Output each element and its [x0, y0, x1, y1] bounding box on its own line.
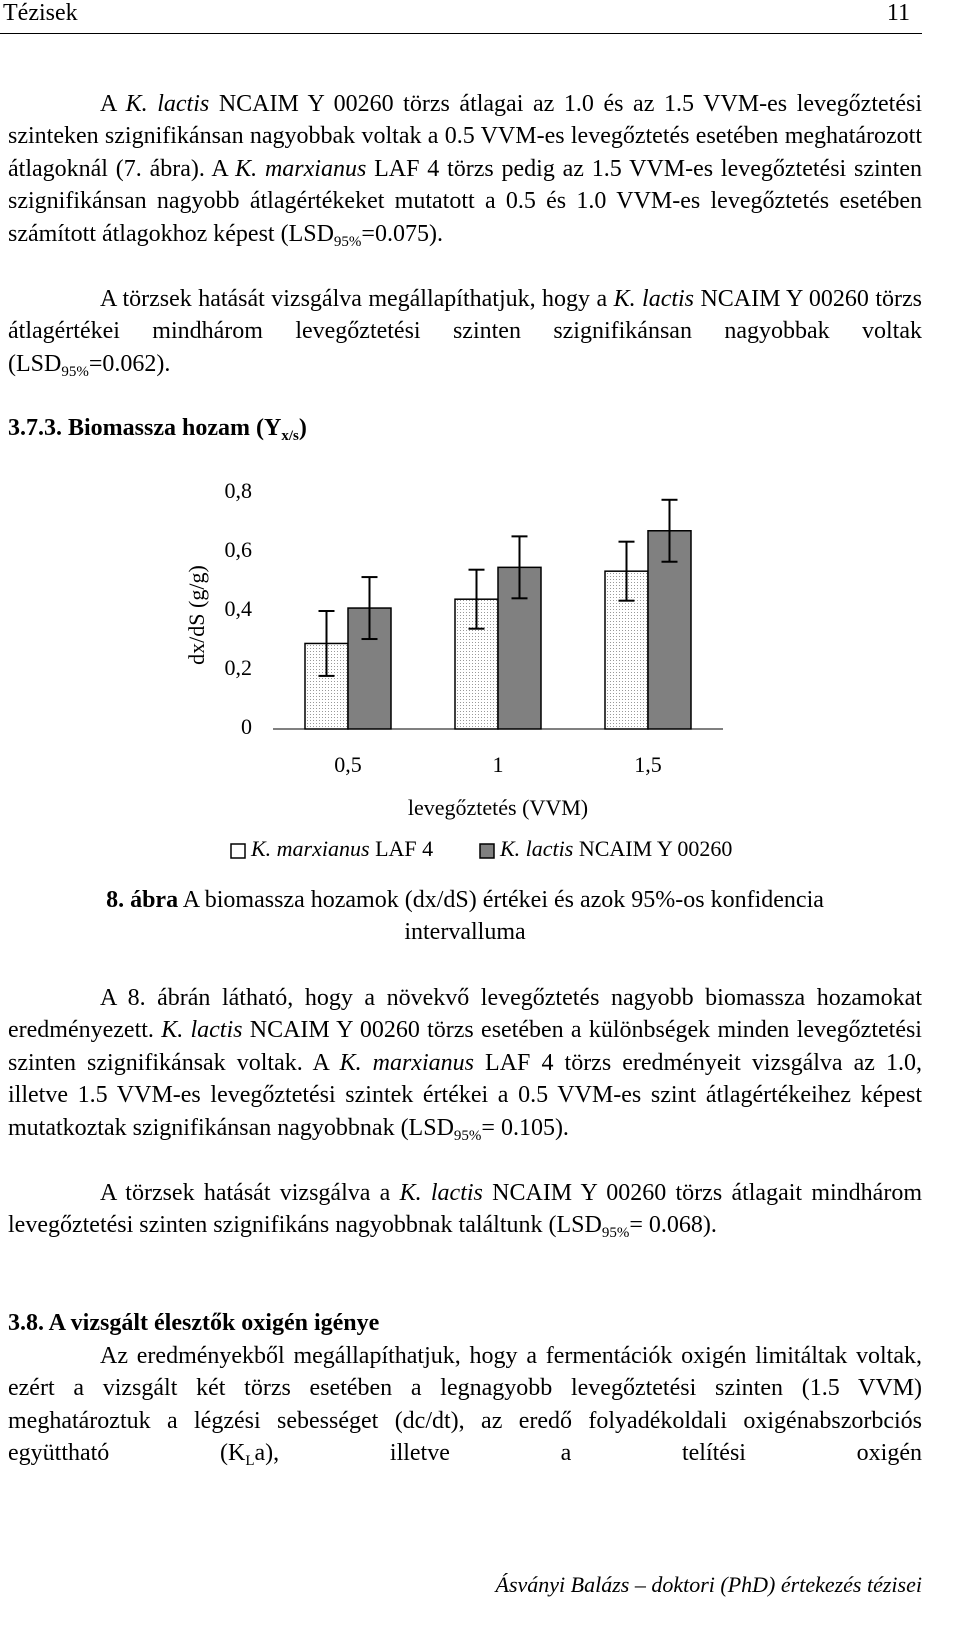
chart: levegőztetés (VVM) dx/dS (g/g) 0 0,2 0,4 0,…	[184, 478, 732, 861]
text-run: A	[100, 91, 126, 117]
error-bar	[618, 540, 635, 602]
paragraph: A K. lactis NCAIM Y 00260 törzs átlagai …	[8, 88, 922, 250]
x-tick-label: 1	[493, 752, 504, 777]
y-tick-label: 0,4	[225, 596, 253, 621]
legend-label: K. lactis NCAIM Y 00260	[499, 836, 732, 861]
legend-label: K. marxianus LAF 4	[250, 836, 433, 861]
text-run: L	[245, 1453, 255, 1470]
text-run: A biomassza hozamok (dx/dS) értékei és a…	[178, 887, 824, 946]
error-bar	[468, 568, 485, 630]
text-run: 95%	[61, 363, 89, 380]
text-run: 95%	[453, 1127, 482, 1144]
section-heading: 3.7.3. Biomassza hozam (Yx/s)	[8, 412, 922, 444]
text-run: 95%	[333, 233, 362, 250]
text-run: = 0.068).	[629, 1212, 717, 1239]
x-tick-label: 1,5	[634, 752, 662, 777]
error-bar	[318, 610, 335, 677]
y-tick-label: 0,8	[225, 478, 253, 503]
page-footer: Ásványi Balázs – doktori (PhD) értekezés…	[495, 1572, 922, 1597]
text-run: K. lactis	[125, 91, 210, 117]
page-number: 11	[886, 0, 910, 26]
text-run: K. lactis	[161, 1017, 243, 1044]
text-run: Az eredményekből megállapíthatjuk, hogy …	[8, 1343, 922, 1467]
text-run: A törzsek hatását vizsgálva megállapítha…	[100, 286, 614, 312]
paragraph: A törzsek hatását vizsgálva a K. lactis …	[8, 1177, 922, 1242]
text-run: LAF 4 törzs eredményeit vizsgálva az 1.0…	[8, 1049, 922, 1141]
text-run: 8. ábra	[106, 887, 179, 913]
text-run: K. lactis	[613, 286, 695, 312]
text-run: K. marxianus	[339, 1049, 474, 1076]
page-header: Tézisek 11	[0, 0, 922, 34]
text-run: = 0.105).	[481, 1114, 569, 1141]
text-run: A 8. ábrán látható, hogy a növekvő leveg…	[8, 985, 922, 1044]
paragraph: A törzsek hatását vizsgálva megállapítha…	[8, 283, 922, 380]
text-run: )	[298, 415, 307, 441]
section-heading: 3.8. A vizsgált élesztők oxigén igénye	[8, 1307, 922, 1339]
text-run: =0.075).	[361, 220, 443, 247]
text-run: A törzsek hatását vizsgálva a	[100, 1180, 400, 1206]
legend-swatch	[479, 843, 495, 859]
legend-swatch	[230, 843, 246, 859]
text-run: x/s	[281, 428, 299, 444]
text-run: 3.8. A vizsgált élesztők oxigén igénye	[8, 1310, 380, 1336]
text-run: K. marxianus	[235, 155, 367, 182]
text-run: NCAIM Y 00260 törzs átlagai az 1.0 és az…	[8, 91, 922, 182]
y-tick-label: 0	[241, 714, 252, 739]
bar	[647, 530, 692, 730]
paragraph: Az eredményekből megállapíthatjuk, hogy …	[8, 1340, 922, 1470]
figure-caption: 8. ábra A biomassza hozamok (dx/dS) érté…	[8, 884, 922, 949]
text-run: 3.7.3. Biomassza hozam (Y	[8, 415, 282, 441]
text-run: LAF 4 törzs pedig az 1.5 VVM-es levegőzt…	[8, 155, 922, 247]
y-tick-label: 0,6	[225, 537, 253, 562]
text-run: a), illetve a telítési oxigén	[254, 1440, 922, 1467]
error-bar	[661, 498, 678, 563]
text-run: NCAIM Y 00260 törzs esetében a különbség…	[8, 1017, 922, 1076]
text-run: K. lactis	[399, 1180, 483, 1206]
y-tick-label: 0,2	[225, 655, 253, 680]
paragraph: A 8. ábrán látható, hogy a növekvő leveg…	[8, 982, 922, 1144]
text-run: NCAIM Y 00260 törzs átlagértékei mindhár…	[8, 286, 922, 377]
y-axis-title: dx/dS (g/g)	[184, 565, 209, 665]
text-run: 95%	[601, 1225, 630, 1242]
header-title: Tézisek	[3, 0, 78, 26]
x-axis-title: levegőztetés (VVM)	[408, 795, 588, 820]
error-bar	[361, 576, 378, 641]
x-tick-label: 0,5	[334, 752, 362, 777]
text-run: NCAIM Y 00260 törzs átlagait mindhárom l…	[8, 1180, 922, 1239]
text-run: =0.062).	[88, 350, 171, 377]
error-bar	[511, 535, 528, 600]
